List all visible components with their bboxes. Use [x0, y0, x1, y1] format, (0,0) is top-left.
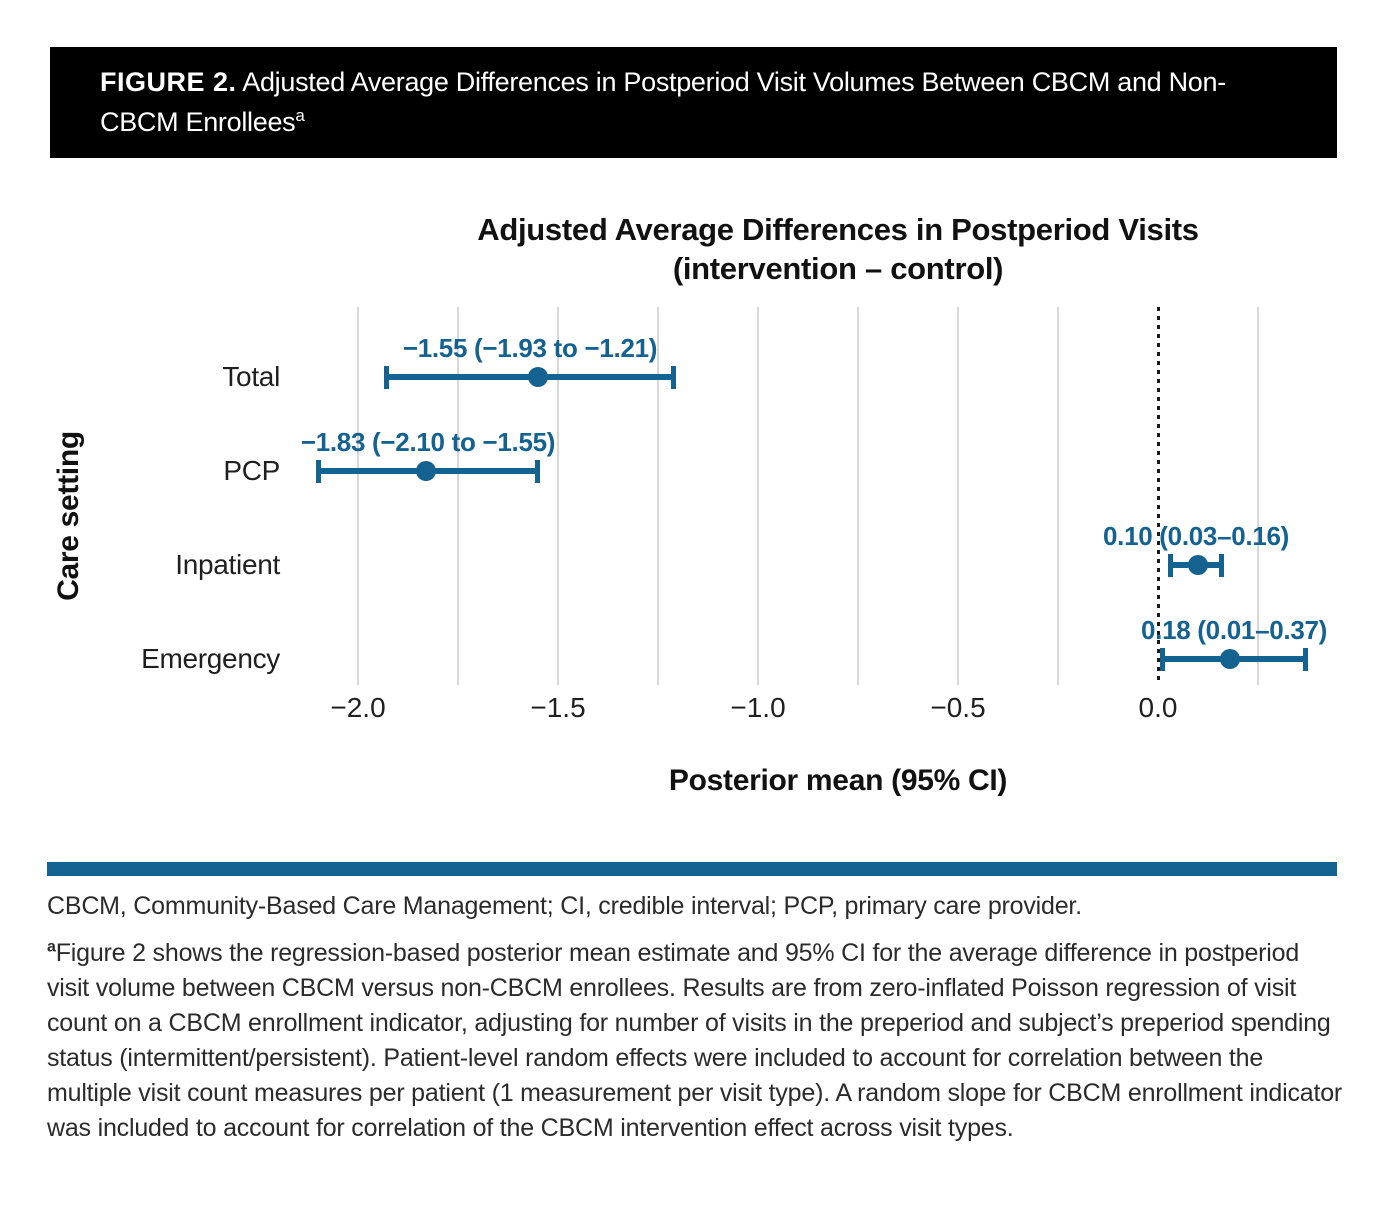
chart-title-line2: (intervention – control) [672, 251, 1004, 286]
figure-title: Adjusted Average Differences in Postperi… [100, 67, 1226, 137]
ci-cap-right [1303, 648, 1308, 671]
gridline [1057, 307, 1059, 685]
chart-title: Adjusted Average Differences in Postperi… [338, 210, 1338, 288]
chart-title-line1: Adjusted Average Differences in Postperi… [477, 212, 1199, 247]
category-label: Emergency [141, 643, 280, 674]
ci-cap-right [535, 460, 540, 483]
ci-cap-left [1160, 648, 1165, 671]
x-tick-label: −2.0 [330, 692, 386, 723]
zero-reference-line [1157, 307, 1160, 685]
posterior-mean-dot [1220, 649, 1240, 669]
posterior-mean-dot [528, 367, 548, 387]
category-label: Total [222, 361, 280, 392]
estimate-label: 0.10 (0.03–0.16) [1102, 521, 1289, 551]
x-tick-label: −0.5 [930, 692, 986, 723]
gridline [357, 307, 359, 685]
category-label: PCP [223, 455, 280, 486]
x-tick-label: −1.0 [730, 692, 786, 723]
section-divider-bar [47, 862, 1337, 876]
posterior-mean-dot [416, 461, 436, 481]
gridline [957, 307, 959, 685]
ci-cap-left [384, 366, 389, 389]
figure-note: aFigure 2 shows the regression-based pos… [47, 936, 1347, 1146]
x-axis-label: Posterior mean (95% CI) [668, 764, 1008, 797]
gridline [857, 307, 859, 685]
x-tick-label: −1.5 [530, 692, 586, 723]
estimate-label: 0.18 (0.01–0.37) [1140, 615, 1327, 645]
ci-cap-left [1168, 554, 1173, 577]
y-axis-label: Care setting [52, 431, 85, 601]
x-tick-label: 0.0 [1138, 692, 1178, 723]
posterior-mean-dot [1188, 555, 1208, 575]
ci-cap-right [671, 366, 676, 389]
gridline [657, 307, 659, 685]
ci-cap-left [316, 460, 321, 483]
ci-cap-right [1219, 554, 1224, 577]
figure-number-label: FIGURE 2. [100, 67, 237, 97]
category-label: Inpatient [175, 549, 280, 580]
figure-header-bar: FIGURE 2. Adjusted Average Differences i… [50, 47, 1337, 158]
abbreviations-note: CBCM, Community-Based Care Management; C… [47, 892, 1082, 920]
estimate-label: −1.55 (−1.93 to −1.21) [402, 333, 658, 363]
gridline [757, 307, 759, 685]
gridline [557, 307, 559, 685]
figure-note-text: Figure 2 shows the regression-based post… [47, 939, 1343, 1142]
gridline [457, 307, 459, 685]
figure-note-superscript: a [47, 938, 56, 956]
gridline [1257, 307, 1259, 685]
footnotes: CBCM, Community-Based Care Management; C… [47, 889, 1347, 1158]
figure-title-superscript: a [295, 106, 305, 125]
estimate-label: −1.83 (−2.10 to −1.55) [300, 427, 556, 457]
